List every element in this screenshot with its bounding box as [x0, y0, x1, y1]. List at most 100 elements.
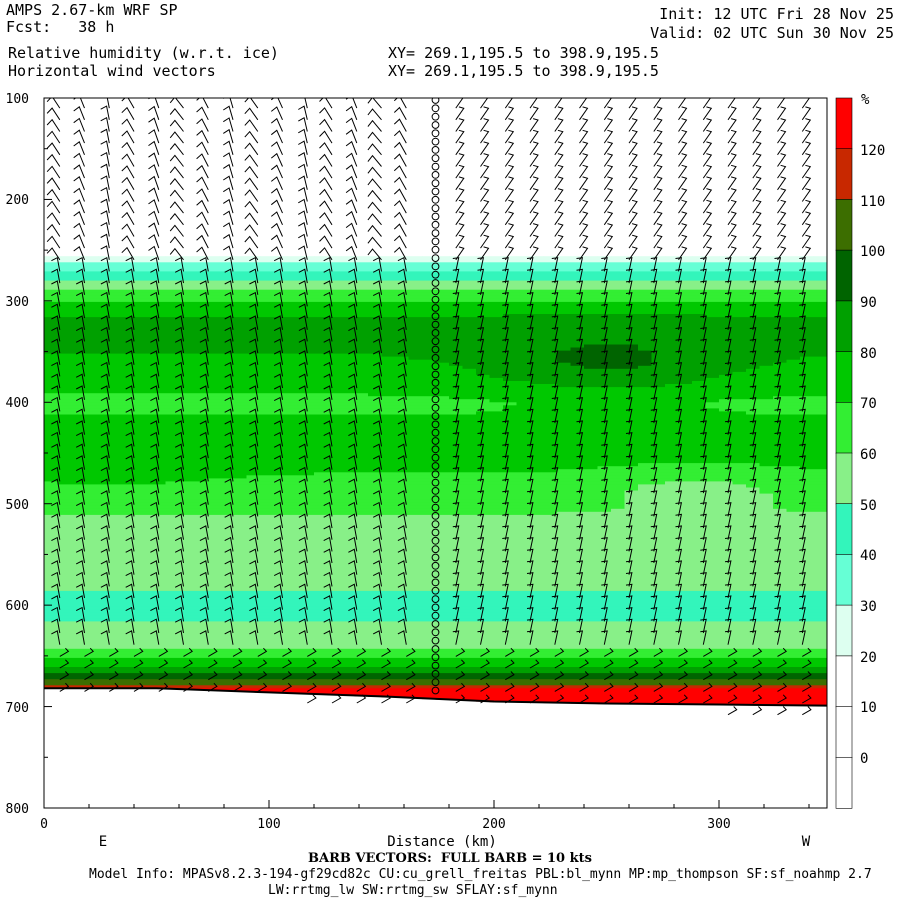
rh-cell — [192, 667, 207, 671]
rh-cell — [71, 466, 86, 470]
rh-cell — [219, 490, 234, 495]
rh-cell — [71, 536, 86, 540]
rh-cell — [354, 493, 369, 498]
rh-cell — [152, 447, 167, 452]
rh-cell — [341, 530, 356, 534]
rh-cell — [489, 569, 504, 574]
rh-cell — [57, 280, 72, 285]
rh-cell — [179, 323, 194, 327]
rh-cell — [246, 417, 261, 422]
rh-cell — [179, 283, 194, 288]
rh-cell — [57, 578, 72, 583]
rh-cell — [138, 508, 153, 513]
rh-cell — [354, 356, 369, 361]
rh-cell — [273, 639, 288, 644]
rh-cell — [98, 304, 113, 309]
rh-cell — [246, 508, 261, 513]
rh-cell — [233, 447, 248, 452]
rh-cell — [246, 673, 261, 677]
rh-cell — [327, 639, 342, 644]
rh-cell — [206, 590, 221, 595]
rh-cell — [449, 551, 464, 555]
rh-cell — [314, 493, 329, 498]
rh-cell — [192, 603, 207, 607]
rh-cell — [314, 426, 329, 431]
rh-cell — [435, 444, 450, 449]
rh-cell — [435, 405, 450, 409]
rh-cell — [179, 399, 194, 403]
rh-cell — [422, 457, 437, 461]
rh-cell — [219, 524, 234, 528]
rh-cell — [395, 417, 410, 422]
rh-cell — [165, 314, 180, 318]
rh-cell — [44, 304, 59, 309]
rh-cell — [246, 511, 261, 516]
rh-cell — [219, 326, 234, 330]
rh-cell — [246, 332, 261, 336]
rh-cell — [233, 341, 248, 345]
rh-cell — [435, 463, 450, 467]
rh-cell — [422, 600, 437, 604]
rh-cell — [408, 587, 423, 592]
rh-cell — [98, 676, 113, 680]
rh-cell — [219, 417, 234, 422]
rh-cell — [449, 451, 464, 455]
rh-cell — [84, 536, 99, 540]
rh-cell — [489, 609, 504, 613]
rh-cell — [381, 371, 396, 376]
rh-cell — [44, 560, 59, 565]
rh-cell — [260, 423, 275, 428]
rh-cell — [246, 365, 261, 370]
rh-cell — [381, 499, 396, 504]
rh-cell — [179, 447, 194, 452]
rh-cell — [233, 438, 248, 443]
rh-cell — [179, 633, 194, 638]
rh-cell — [111, 332, 126, 336]
rh-cell — [246, 353, 261, 358]
rh-cell — [71, 685, 86, 689]
rh-cell — [44, 295, 59, 300]
rh-cell — [341, 624, 356, 628]
rh-cell — [111, 405, 126, 409]
rh-cell — [287, 280, 302, 285]
rh-cell — [408, 308, 423, 312]
rh-cell — [233, 536, 248, 540]
rh-cell — [368, 542, 383, 546]
rh-cell — [300, 304, 315, 309]
rh-cell — [354, 524, 369, 528]
rh-cell — [192, 457, 207, 461]
rh-cell — [408, 603, 423, 607]
rh-cell — [152, 460, 167, 464]
rh-cell — [179, 289, 194, 294]
rh-cell — [435, 402, 450, 406]
rh-cell — [476, 286, 491, 291]
rh-cell — [462, 499, 477, 504]
rh-cell — [435, 381, 450, 385]
rh-cell — [354, 262, 369, 266]
rh-cell — [206, 600, 221, 604]
rh-cell — [111, 536, 126, 540]
rh-cell — [408, 481, 423, 485]
rh-cell — [233, 575, 248, 580]
rh-cell — [219, 414, 234, 419]
rh-cell — [125, 451, 140, 455]
rh-cell — [138, 447, 153, 452]
rh-cell — [354, 460, 369, 464]
rh-cell — [395, 390, 410, 394]
rh-cell — [233, 651, 248, 656]
rh-cell — [84, 381, 99, 385]
rh-cell — [57, 447, 72, 452]
rh-cell — [489, 545, 504, 549]
rh-cell — [300, 332, 315, 336]
rh-cell — [476, 612, 491, 616]
rh-cell — [395, 301, 410, 306]
rh-cell — [449, 286, 464, 291]
rh-cell — [219, 651, 234, 656]
rh-cell — [489, 572, 504, 577]
rh-cell — [219, 642, 234, 647]
rh-cell — [44, 356, 59, 361]
rh-cell — [327, 645, 342, 650]
rh-cell — [395, 581, 410, 586]
rh-cell — [165, 545, 180, 549]
